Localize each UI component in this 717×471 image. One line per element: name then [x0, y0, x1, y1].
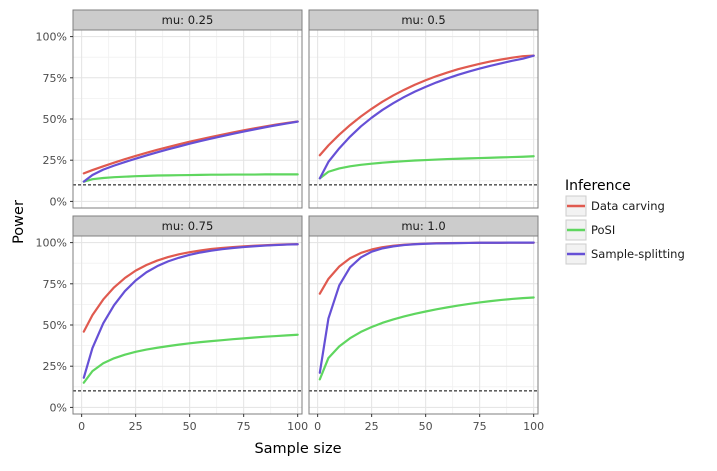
y-tick-label: 75%: [43, 278, 67, 291]
series-line-posi: [82, 333, 299, 384]
y-tick-label: 100%: [36, 237, 67, 250]
y-tick-label: 25%: [43, 154, 67, 167]
facet-strip: [72, 9, 303, 31]
series-line-posi: [82, 173, 299, 183]
x-tick-label: 0: [314, 420, 321, 433]
facet-title: mu: 1.0: [401, 219, 445, 233]
x-tick-label: 100: [523, 420, 544, 433]
series-line-posi: [318, 296, 535, 381]
x-tick-label: 25: [129, 420, 143, 433]
x-tick-label: 75: [237, 420, 251, 433]
series-line-sample-splitting: [318, 241, 535, 374]
legend-label: PoSI: [591, 223, 615, 237]
y-tick-label: 50%: [43, 319, 67, 332]
y-tick-label: 75%: [43, 72, 67, 85]
facet-strip: [308, 215, 539, 237]
series-line-posi: [318, 155, 535, 180]
x-tick-label: 50: [183, 420, 197, 433]
x-axis-title: Sample size: [254, 441, 341, 457]
facet-title: mu: 0.5: [401, 13, 445, 27]
y-tick-label: 0%: [50, 195, 67, 208]
x-tick-label: 75: [473, 420, 487, 433]
y-tick-label: 50%: [43, 113, 67, 126]
x-tick-label: 100: [287, 420, 308, 433]
facet-strip: [72, 215, 303, 237]
facet-title: mu: 0.75: [162, 219, 214, 233]
series-line-sample-splitting: [82, 243, 299, 379]
x-tick-label: 50: [419, 420, 433, 433]
x-tick-label: 25: [365, 420, 379, 433]
x-tick-label: 0: [78, 420, 85, 433]
y-tick-label: 0%: [50, 401, 67, 414]
y-axis-title: Power: [11, 200, 27, 244]
y-tick-label: 100%: [36, 31, 67, 44]
series-line-sample-splitting: [82, 120, 299, 183]
legend-label: Sample-splitting: [591, 247, 685, 261]
legend-label: Data carving: [591, 199, 665, 213]
series-line-sample-splitting: [318, 54, 535, 180]
y-tick-label: 25%: [43, 360, 67, 373]
series-line-data-carving: [318, 54, 535, 157]
facet-strip: [308, 9, 539, 31]
legend-title: Inference: [565, 178, 631, 194]
facet-title: mu: 0.25: [162, 13, 214, 27]
